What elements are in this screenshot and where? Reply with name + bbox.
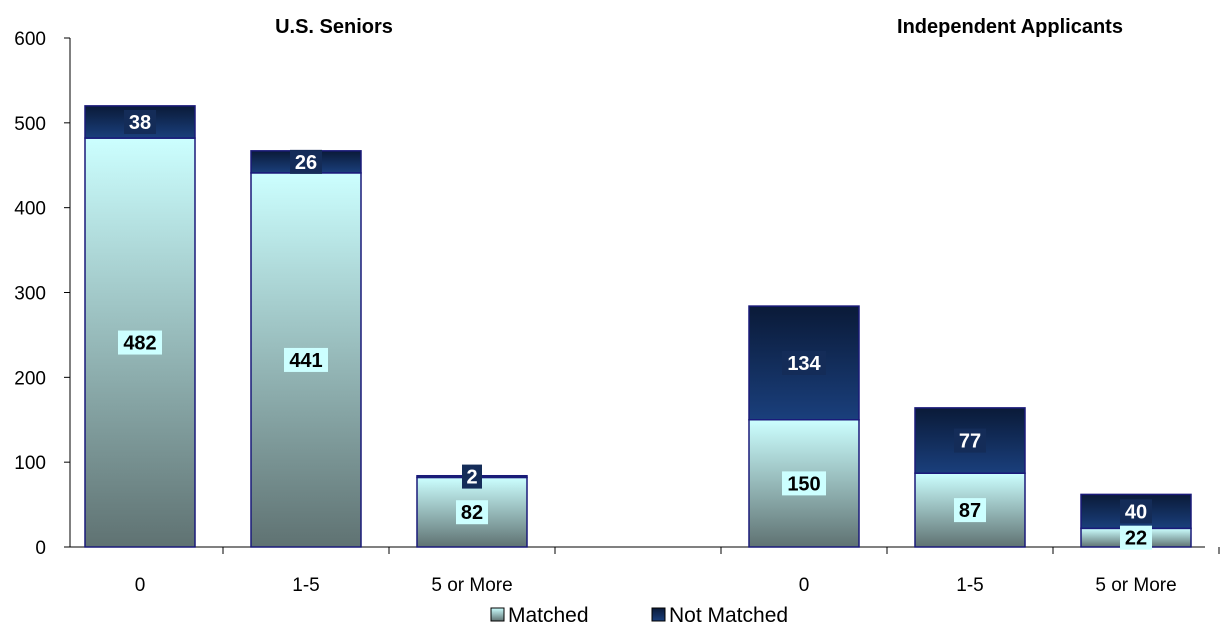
- data-label-text: 26: [295, 152, 317, 174]
- data-label-text: 441: [289, 350, 322, 372]
- legend-swatch: [490, 607, 505, 622]
- data-label-text: 38: [129, 112, 151, 134]
- data-label-text: 482: [123, 333, 156, 355]
- data-label-bg: [456, 500, 488, 525]
- legend-label: Not Matched: [669, 604, 788, 627]
- y-tick-label: 500: [14, 114, 46, 135]
- data-label-bg: [118, 330, 162, 355]
- y-tick-label: 100: [14, 453, 46, 474]
- data-label-not-matched: 77: [954, 428, 986, 453]
- data-label-bg: [954, 428, 986, 453]
- data-label-bg: [462, 464, 482, 489]
- data-label-text: 82: [461, 502, 483, 524]
- data-label-bg: [124, 109, 156, 134]
- data-label-text: 40: [1125, 501, 1147, 523]
- x-tick-label: 5 or More: [1095, 575, 1176, 596]
- bars: [84, 105, 1192, 548]
- group-titles: U.S. Seniors Independent Applicants: [275, 16, 1123, 38]
- data-label-text: 77: [959, 431, 981, 453]
- x-tick-label: 5 or More: [431, 575, 512, 596]
- data-label-bg: [954, 498, 986, 523]
- legend-item: Matched: [490, 604, 589, 627]
- group-title: U.S. Seniors: [275, 16, 393, 38]
- x-tick-label: 0: [799, 575, 810, 596]
- data-label-matched: 150: [782, 471, 826, 496]
- data-label-matched: 441: [284, 347, 328, 372]
- data-label-text: 2: [466, 467, 477, 489]
- data-label-matched: 22: [1120, 525, 1152, 550]
- data-labels: 482 38 441 26 82 2 150 134 87 77 22 40: [118, 109, 1152, 550]
- legend-swatch: [651, 607, 666, 622]
- data-label-bg: [1120, 499, 1152, 524]
- y-tick-label: 0: [35, 538, 46, 559]
- legend-label: Matched: [508, 604, 589, 627]
- data-label-matched: 482: [118, 330, 162, 355]
- axes: 0 100 200 300 400 500 600 0 1-5 5 or More 0 1-5 5 or…: [14, 29, 1220, 596]
- group-title: Independent Applicants: [897, 16, 1123, 38]
- data-label-bg: [284, 347, 328, 372]
- y-tick-label: 300: [14, 284, 46, 305]
- data-label-text: 87: [959, 500, 981, 522]
- data-label-text: 134: [787, 353, 821, 375]
- x-tick-label: 0: [135, 575, 146, 596]
- x-tick-label: 1-5: [292, 575, 319, 596]
- data-label-not-matched: 40: [1120, 499, 1152, 524]
- data-label-text: 150: [787, 473, 820, 495]
- x-tick-label: 1-5: [956, 575, 983, 596]
- y-tick-label: 400: [14, 199, 46, 220]
- data-label-bg: [782, 350, 826, 375]
- data-label-bg: [782, 471, 826, 496]
- data-label-not-matched: 26: [290, 149, 322, 174]
- legend-item: Not Matched: [651, 604, 788, 627]
- data-label-bg: [290, 149, 322, 174]
- data-label-not-matched: 2: [462, 464, 482, 489]
- data-label-not-matched: 134: [782, 350, 826, 375]
- data-label-matched: 87: [954, 498, 986, 523]
- data-label-matched: 82: [456, 500, 488, 525]
- y-tick-label: 200: [14, 368, 46, 389]
- data-label-bg: [1120, 525, 1152, 550]
- data-label-text: 22: [1125, 528, 1147, 550]
- legend: Matched Not Matched: [490, 604, 788, 627]
- data-label-not-matched: 38: [124, 109, 156, 134]
- y-tick-label: 600: [14, 29, 46, 50]
